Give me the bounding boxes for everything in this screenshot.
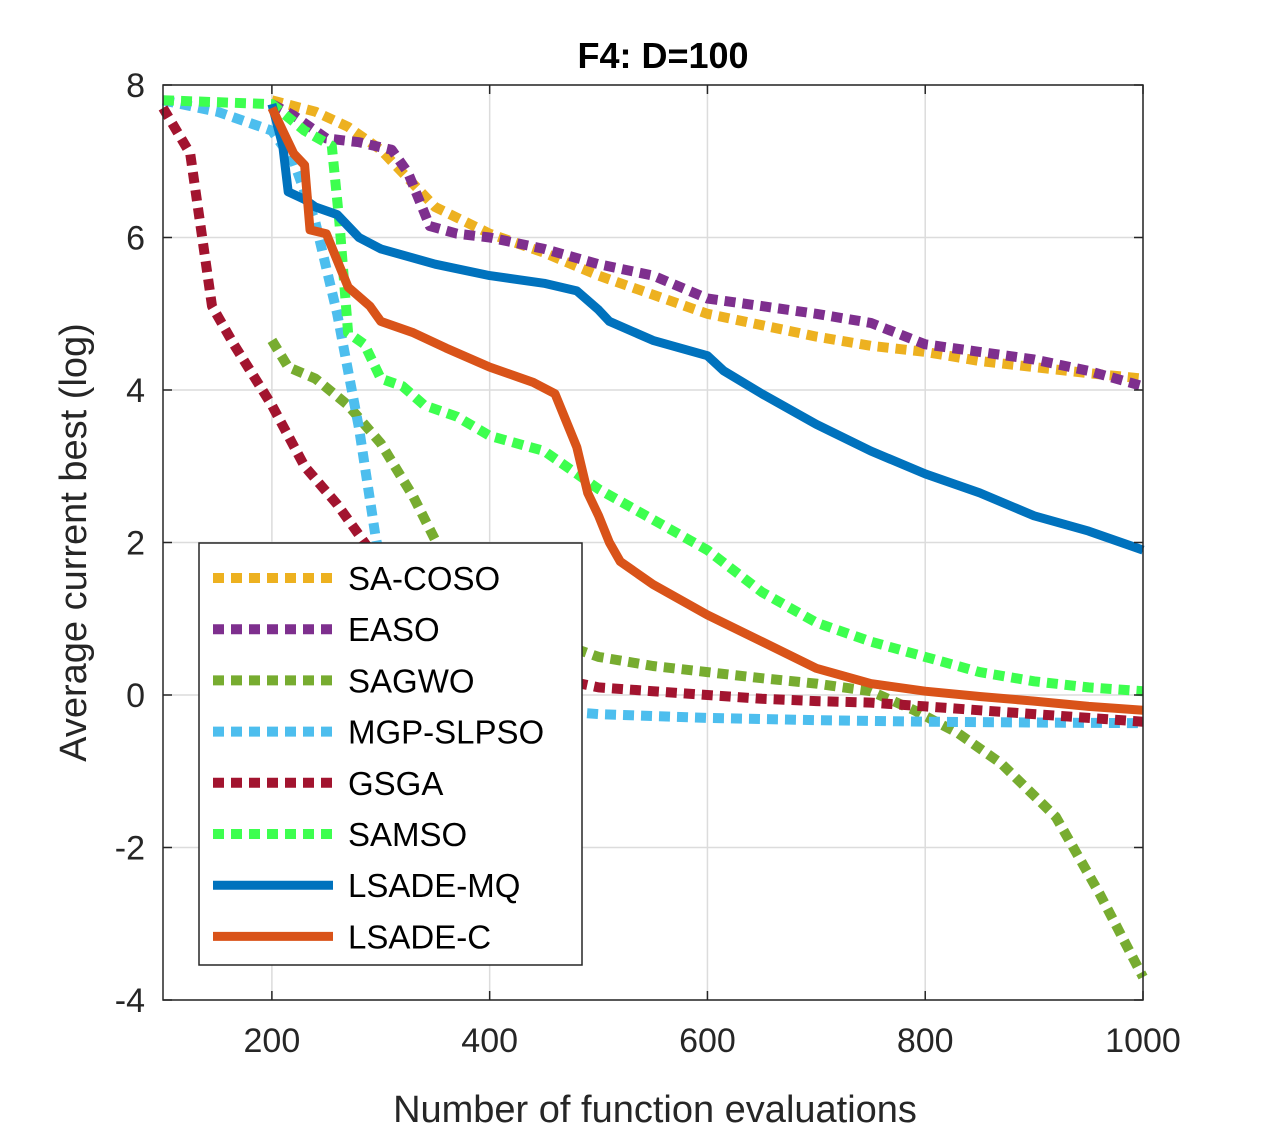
series-line-sa-coso bbox=[270, 95, 1144, 384]
y-tick-label: 4 bbox=[126, 372, 145, 410]
y-tick-label: 8 bbox=[126, 67, 145, 105]
series-line-sagwo bbox=[267, 337, 1148, 980]
legend-label: LSADE-MQ bbox=[348, 867, 520, 904]
series-line-lsade-c bbox=[267, 105, 1144, 715]
y-tick-label: 0 bbox=[126, 677, 145, 715]
legend-label: EASO bbox=[348, 611, 440, 648]
ticks: 200 400 600 800 1000 -4 -2 0 2 4 6 8 bbox=[115, 67, 1181, 1060]
legend-label: MGP-SLPSO bbox=[348, 714, 544, 751]
series-line-easo bbox=[269, 99, 1145, 392]
chart-title: F4: D=100 bbox=[577, 35, 748, 76]
series-line-lsade-mq bbox=[267, 102, 1145, 555]
y-tick-label: 2 bbox=[126, 525, 145, 563]
legend-box bbox=[198, 542, 583, 966]
legend-label: SA-COSO bbox=[348, 560, 500, 597]
legend-label: SAMSO bbox=[348, 816, 467, 853]
legend-label: GSGA bbox=[348, 765, 443, 802]
x-axis-title: Number of function evaluations bbox=[393, 1089, 917, 1131]
legend-label: LSADE-C bbox=[348, 918, 491, 955]
legend: SA-COSO EASO SAGWO MGP-SLPSO GSGA SAMSO LSADE-… bbox=[198, 542, 583, 966]
y-tick-label: -4 bbox=[115, 982, 145, 1020]
y-axis-title: Average current best (log) bbox=[53, 323, 95, 762]
x-tick-label: 800 bbox=[897, 1022, 954, 1060]
series-line-samso bbox=[162, 95, 1144, 697]
x-tick-label: 400 bbox=[461, 1022, 518, 1060]
x-tick-label: 200 bbox=[244, 1022, 301, 1060]
x-tick-label: 1000 bbox=[1105, 1022, 1181, 1060]
y-tick-label: -2 bbox=[115, 830, 145, 868]
legend-label: SAGWO bbox=[348, 662, 475, 699]
x-tick-label: 600 bbox=[679, 1022, 736, 1060]
y-tick-label: 6 bbox=[126, 220, 145, 258]
